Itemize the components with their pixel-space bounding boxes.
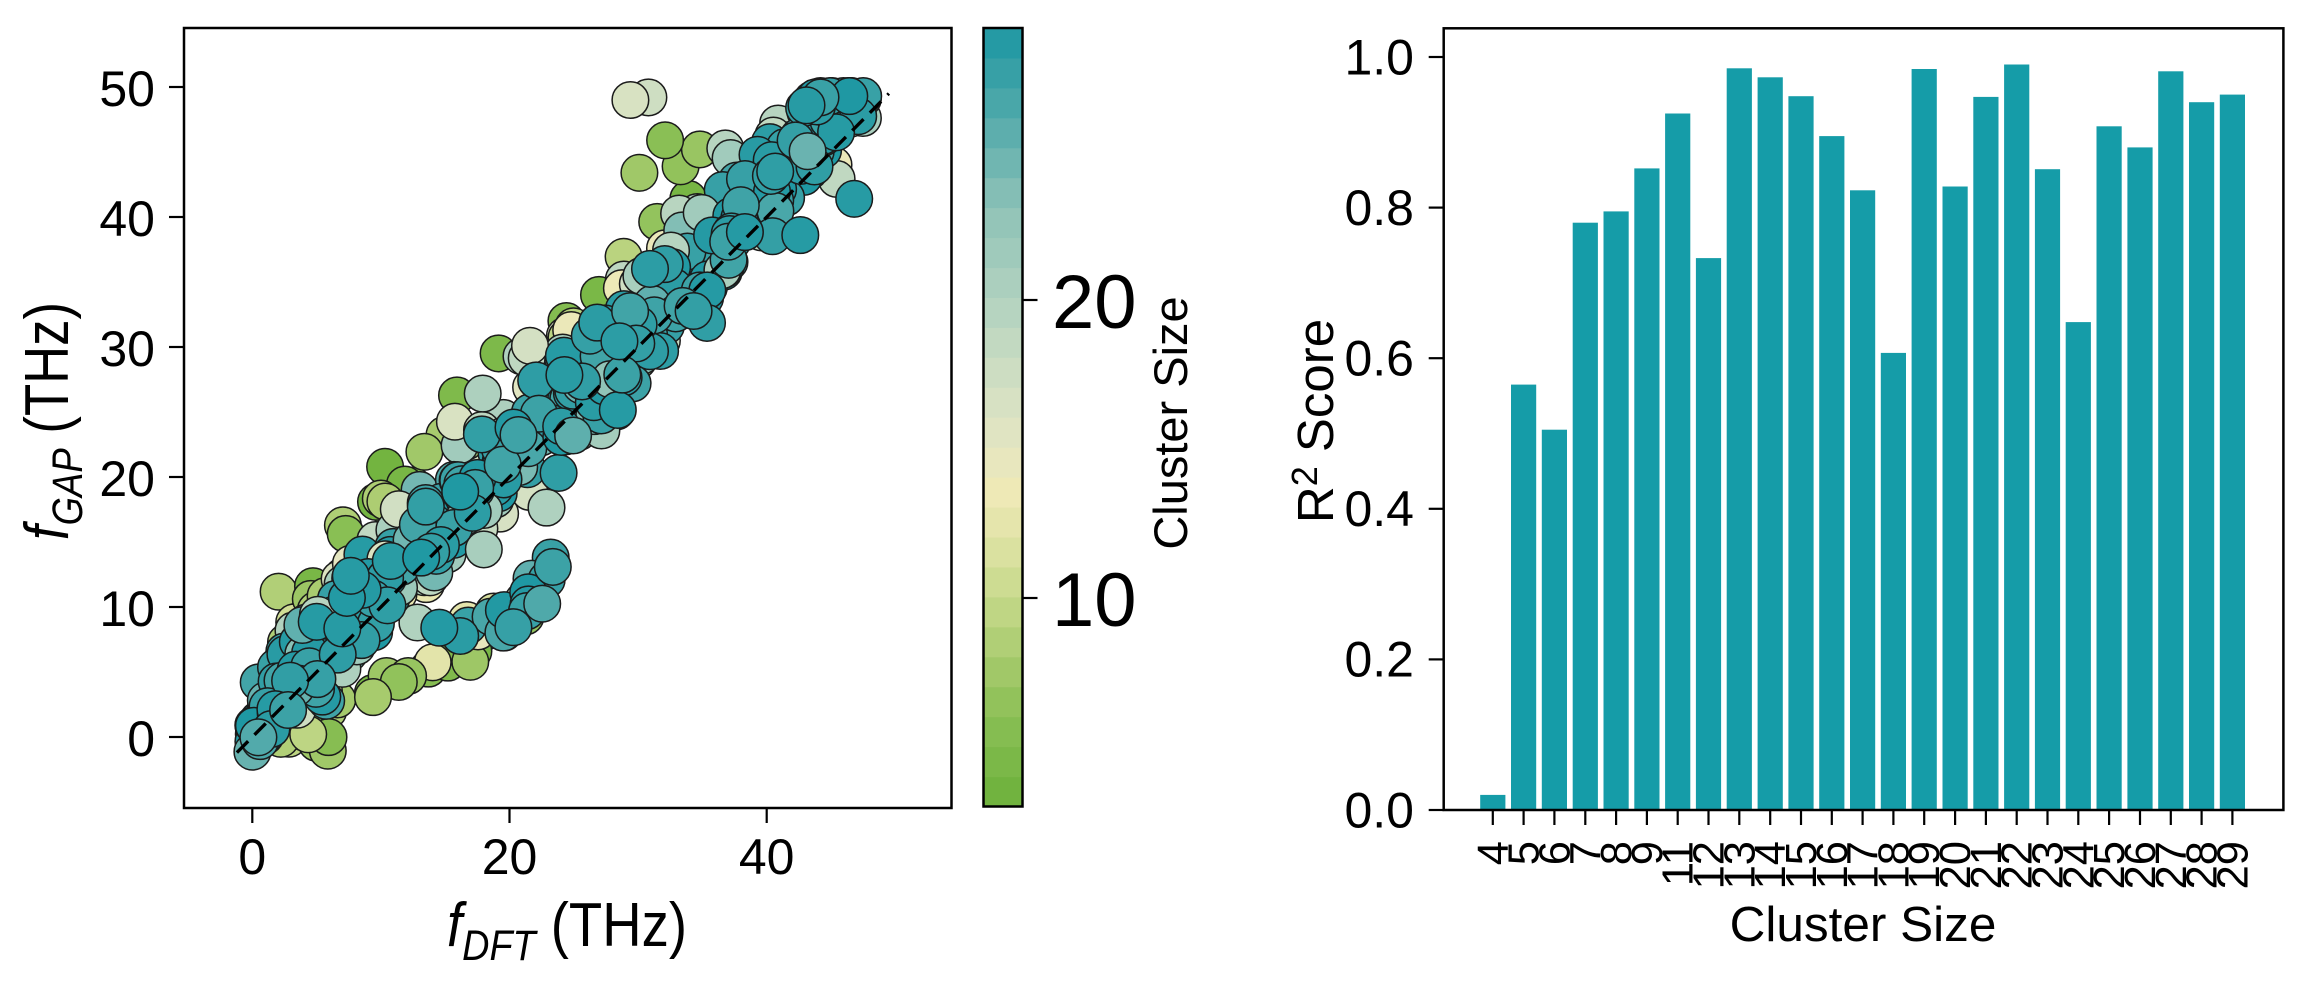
svg-text:Cluster Size: Cluster Size xyxy=(1144,296,1197,549)
svg-text:27: 27 xyxy=(2148,841,2196,889)
svg-text:29: 29 xyxy=(2209,841,2257,889)
svg-text:fGAP (THz): fGAP (THz) xyxy=(13,302,92,540)
svg-text:16: 16 xyxy=(1809,841,1857,889)
svg-text:40: 40 xyxy=(99,191,155,247)
svg-text:24: 24 xyxy=(2055,841,2103,889)
svg-text:0.2: 0.2 xyxy=(1344,632,1414,688)
svg-text:50: 50 xyxy=(99,61,155,117)
svg-text:0.4: 0.4 xyxy=(1344,481,1414,537)
svg-text:20: 20 xyxy=(482,829,538,885)
svg-text:4: 4 xyxy=(1470,841,1518,865)
svg-text:13: 13 xyxy=(1716,841,1764,889)
svg-text:20: 20 xyxy=(99,451,155,507)
svg-text:40: 40 xyxy=(739,829,795,885)
svg-text:20: 20 xyxy=(1052,260,1137,345)
svg-text:1.0: 1.0 xyxy=(1344,29,1414,85)
svg-text:12: 12 xyxy=(1686,841,1734,889)
svg-text:5: 5 xyxy=(1501,841,1549,865)
svg-text:0.0: 0.0 xyxy=(1344,782,1414,838)
svg-text:0.6: 0.6 xyxy=(1344,331,1414,387)
svg-text:30: 30 xyxy=(99,321,155,377)
svg-text:28: 28 xyxy=(2179,841,2227,889)
svg-text:15: 15 xyxy=(1778,841,1826,889)
svg-text:0: 0 xyxy=(127,711,155,767)
svg-text:19: 19 xyxy=(1901,841,1949,889)
svg-text:17: 17 xyxy=(1840,841,1888,889)
svg-text:14: 14 xyxy=(1747,841,1795,889)
svg-text:18: 18 xyxy=(1870,841,1918,889)
svg-text:21: 21 xyxy=(1963,841,2011,889)
svg-text:10: 10 xyxy=(99,581,155,637)
svg-text:22: 22 xyxy=(1994,841,2042,889)
svg-text:R2 Score: R2 Score xyxy=(1284,319,1344,523)
svg-text:26: 26 xyxy=(2117,841,2165,889)
svg-text:0.8: 0.8 xyxy=(1344,180,1414,236)
svg-text:10: 10 xyxy=(1052,558,1137,643)
svg-text:9: 9 xyxy=(1624,841,1672,865)
svg-text:7: 7 xyxy=(1562,841,1610,865)
svg-text:fDFT (THz): fDFT (THz) xyxy=(447,891,687,970)
svg-text:6: 6 xyxy=(1531,841,1579,865)
svg-text:Cluster Size: Cluster Size xyxy=(1730,897,1997,952)
svg-text:25: 25 xyxy=(2086,841,2134,889)
svg-text:20: 20 xyxy=(1932,841,1980,889)
svg-text:0: 0 xyxy=(238,829,266,885)
svg-text:23: 23 xyxy=(2025,841,2073,889)
svg-text:8: 8 xyxy=(1593,841,1641,865)
svg-text:11: 11 xyxy=(1655,841,1703,886)
